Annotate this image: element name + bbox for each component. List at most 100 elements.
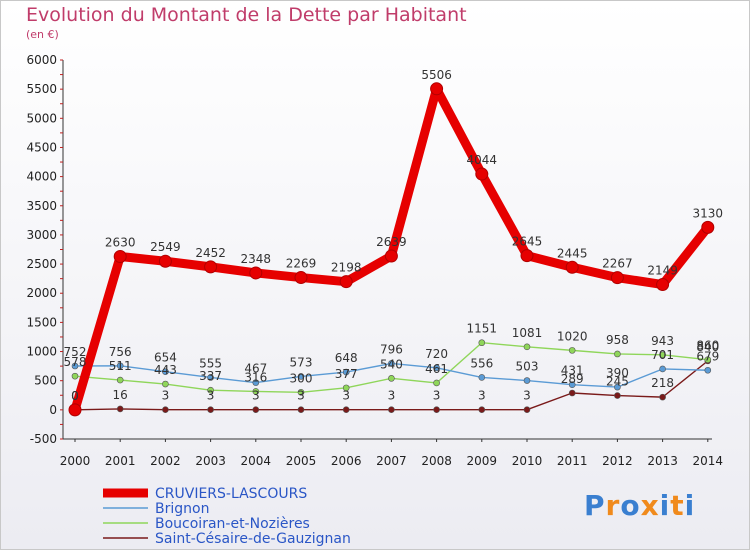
data-point — [207, 406, 214, 413]
x-tick-label: 2007 — [376, 454, 407, 468]
data-point — [342, 384, 350, 392]
proxiti-logo: Proxiti — [584, 489, 695, 522]
data-point — [116, 405, 124, 413]
data-label: 431 — [561, 364, 584, 378]
data-point — [568, 381, 576, 389]
data-point — [478, 339, 486, 347]
y-tick-label: -500 — [30, 432, 57, 446]
data-label: 3130 — [693, 206, 724, 220]
x-tick-label: 2013 — [647, 454, 678, 468]
data-label: 2452 — [195, 246, 226, 260]
data-label: 2639 — [376, 235, 407, 249]
y-tick-label: 1000 — [26, 345, 57, 359]
data-label: 1151 — [467, 322, 498, 336]
x-tick-label: 2006 — [331, 454, 362, 468]
data-label: 390 — [606, 366, 629, 380]
data-label: 316 — [244, 370, 267, 384]
x-tick-label: 2002 — [150, 454, 181, 468]
data-label: 648 — [335, 351, 358, 365]
x-tick-label: 2014 — [693, 454, 724, 468]
series-lines — [68, 82, 715, 417]
data-point — [207, 374, 214, 381]
data-label: 511 — [109, 359, 132, 373]
legend: CRUVIERS-LASCOURSBrignonBoucoiran-et-Noz… — [103, 486, 351, 547]
data-point — [704, 356, 712, 364]
data-point — [71, 362, 79, 370]
data-point — [610, 271, 624, 285]
data-point — [704, 366, 712, 374]
data-point — [433, 406, 440, 413]
data-label: 3 — [388, 389, 396, 403]
data-point — [68, 403, 82, 417]
data-point — [297, 373, 305, 380]
data-label: 467 — [244, 362, 267, 376]
data-label: 443 — [154, 363, 177, 377]
data-point — [162, 368, 169, 376]
data-point — [433, 364, 440, 372]
data-label: 2198 — [331, 261, 362, 275]
data-point — [614, 392, 621, 399]
legend-label: Saint-Césaire-de-Gauzignan — [155, 531, 351, 547]
data-label: 1020 — [557, 329, 588, 343]
legend-label: Brignon — [155, 501, 209, 517]
data-label: 5506 — [421, 68, 452, 82]
data-point — [430, 82, 444, 96]
y-tick-label: 4000 — [26, 170, 57, 184]
data-label: 796 — [380, 342, 403, 356]
data-point — [294, 271, 308, 285]
data-label: 1081 — [512, 326, 543, 340]
y-tick-label: 0 — [49, 403, 57, 417]
data-labels: 0 2630 2549 2452 2348 2269 2198 2639 5506 4044 264… — [64, 68, 724, 403]
data-point — [162, 380, 169, 388]
data-point — [388, 406, 395, 413]
data-label: 3 — [433, 389, 441, 403]
data-point — [478, 374, 486, 381]
logo-letter: t — [670, 489, 685, 522]
chart-subtitle: (en €) — [26, 28, 59, 41]
data-point — [659, 393, 666, 401]
x-tick-label: 2004 — [241, 454, 272, 468]
data-label: 2549 — [150, 240, 181, 254]
data-point — [297, 389, 305, 396]
data-label: 503 — [516, 360, 539, 374]
y-tick-label: 5500 — [26, 82, 57, 96]
data-label: 300 — [290, 371, 313, 385]
data-point — [342, 368, 350, 376]
logo-letter: r — [605, 489, 621, 522]
data-point — [523, 343, 531, 351]
data-label: 4044 — [467, 153, 498, 167]
x-tick-label: 2003 — [195, 454, 226, 468]
data-point — [475, 167, 489, 181]
data-point — [568, 389, 576, 397]
x-tick-label: 2008 — [421, 454, 452, 468]
data-label: 337 — [199, 369, 222, 383]
data-label: 701 — [651, 348, 674, 362]
data-point — [207, 386, 214, 394]
data-point — [659, 351, 666, 359]
data-label: 720 — [425, 347, 448, 361]
data-point — [116, 362, 124, 370]
y-tick-label: 2500 — [26, 257, 57, 271]
logo-letter: i — [659, 489, 671, 522]
data-label: 679 — [696, 349, 719, 363]
data-label: 0 — [71, 389, 79, 403]
data-label: 2267 — [602, 257, 633, 271]
data-point — [520, 249, 534, 263]
data-label: 2149 — [647, 264, 678, 278]
data-label: 3 — [523, 389, 531, 403]
y-tick-label: 500 — [34, 374, 57, 388]
data-label: 2348 — [241, 252, 272, 266]
data-label: 2645 — [512, 235, 543, 249]
data-point — [204, 260, 218, 274]
data-point — [249, 266, 263, 280]
data-label: 752 — [64, 345, 87, 359]
logo-letter: P — [584, 489, 606, 522]
x-tick-label: 2005 — [286, 454, 317, 468]
data-label: 3 — [478, 389, 486, 403]
y-tick-label: 5000 — [26, 111, 57, 125]
y-tick-label: 1500 — [26, 315, 57, 329]
y-tick-label: 3500 — [26, 199, 57, 213]
data-label: 943 — [651, 334, 674, 348]
data-label: 3 — [342, 389, 350, 403]
data-point — [565, 260, 579, 274]
